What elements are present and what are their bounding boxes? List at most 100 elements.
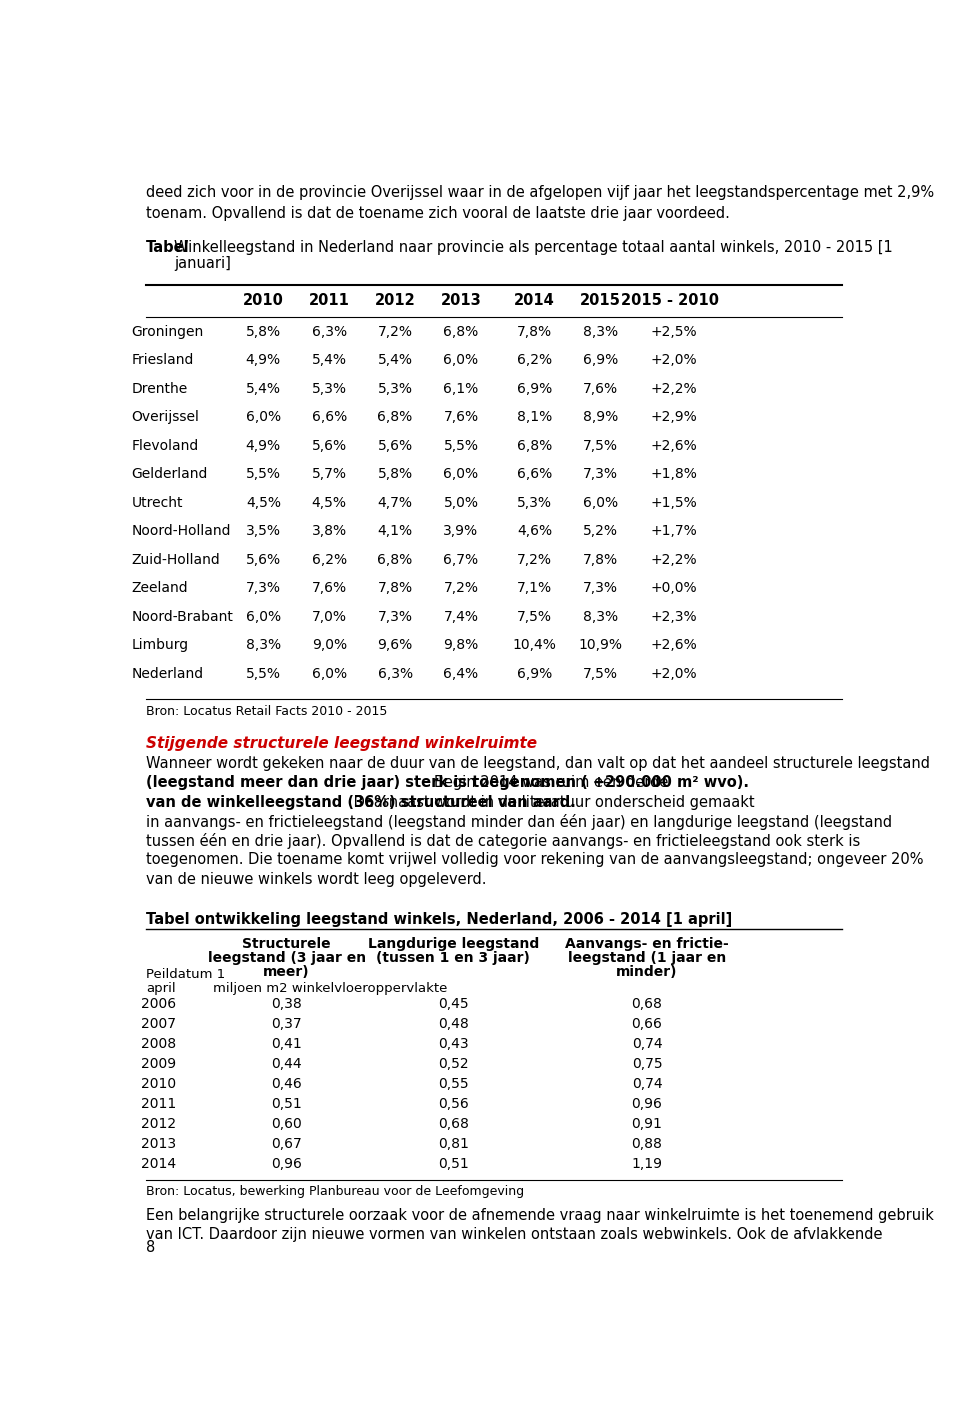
Text: 0,96: 0,96 [271, 1158, 302, 1172]
Text: 0,88: 0,88 [632, 1138, 662, 1151]
Text: 3,5%: 3,5% [246, 524, 281, 538]
Text: 0,43: 0,43 [438, 1037, 468, 1051]
Text: 7,0%: 7,0% [312, 609, 347, 624]
Text: Bron: Locatus, bewerking Planbureau voor de Leefomgeving: Bron: Locatus, bewerking Planbureau voor… [146, 1185, 524, 1198]
Text: 6,0%: 6,0% [444, 467, 479, 481]
Text: +2,2%: +2,2% [651, 382, 697, 396]
Text: +2,2%: +2,2% [651, 553, 697, 567]
Text: 10,4%: 10,4% [513, 638, 557, 652]
Text: Utrecht: Utrecht [132, 496, 183, 510]
Text: 6,3%: 6,3% [312, 325, 347, 339]
Text: 2006: 2006 [141, 997, 177, 1011]
Text: 5,7%: 5,7% [312, 467, 347, 481]
Text: 6,0%: 6,0% [444, 353, 479, 367]
Text: 0,67: 0,67 [272, 1138, 302, 1151]
Text: 2015: 2015 [580, 292, 621, 308]
Text: 2014: 2014 [515, 292, 555, 308]
Text: toenam. Opvallend is dat de toename zich vooral de laatste drie jaar voordeed.: toenam. Opvallend is dat de toename zich… [146, 206, 730, 221]
Text: tussen één en drie jaar). Opvallend is dat de categorie aanvangs- en frictieleeg: tussen één en drie jaar). Opvallend is d… [146, 833, 860, 849]
Text: 2011: 2011 [141, 1096, 177, 1111]
Text: Structurele: Structurele [242, 937, 331, 951]
Text: 6,0%: 6,0% [312, 666, 347, 681]
Text: 2014: 2014 [141, 1158, 177, 1172]
Text: Overijssel: Overijssel [132, 410, 200, 424]
Text: 5,6%: 5,6% [377, 439, 413, 453]
Text: +2,0%: +2,0% [651, 666, 697, 681]
Text: Tabel ontwikkeling leegstand winkels, Nederland, 2006 - 2014 [1 april]: Tabel ontwikkeling leegstand winkels, Ne… [146, 913, 732, 927]
Text: van ICT. Daardoor zijn nieuwe vormen van winkelen ontstaan zoals webwinkels. Ook: van ICT. Daardoor zijn nieuwe vormen van… [146, 1227, 882, 1242]
Text: 4,5%: 4,5% [246, 496, 281, 510]
Text: +1,5%: +1,5% [651, 496, 698, 510]
Text: meer): meer) [263, 964, 310, 978]
Text: +0,0%: +0,0% [651, 581, 697, 595]
Text: 5,3%: 5,3% [377, 382, 413, 396]
Text: Peildatum 1: Peildatum 1 [146, 968, 226, 981]
Text: 5,3%: 5,3% [312, 382, 347, 396]
Text: Aanvangs- en frictie-: Aanvangs- en frictie- [565, 937, 729, 951]
Text: 7,3%: 7,3% [246, 581, 281, 595]
Text: 5,3%: 5,3% [517, 496, 552, 510]
Text: 7,3%: 7,3% [583, 467, 618, 481]
Text: 8: 8 [146, 1240, 156, 1255]
Text: minder): minder) [616, 964, 678, 978]
Text: april: april [146, 981, 176, 995]
Text: Tabel: Tabel [146, 241, 190, 255]
Text: Stijgende structurele leegstand winkelruimte: Stijgende structurele leegstand winkelru… [146, 736, 538, 750]
Text: 7,2%: 7,2% [444, 581, 478, 595]
Text: 6,4%: 6,4% [444, 666, 479, 681]
Text: 0,37: 0,37 [272, 1017, 302, 1031]
Text: Winkelleegstand in Nederland naar provincie als percentage totaal aantal winkels: Winkelleegstand in Nederland naar provin… [175, 241, 893, 255]
Text: 0,55: 0,55 [438, 1077, 468, 1091]
Text: Bron: Locatus Retail Facts 2010 - 2015: Bron: Locatus Retail Facts 2010 - 2015 [146, 705, 388, 718]
Text: Daarnaast wordt in de literatuur onderscheid gemaakt: Daarnaast wordt in de literatuur ondersc… [348, 795, 755, 810]
Text: 6,2%: 6,2% [517, 353, 552, 367]
Text: 7,6%: 7,6% [583, 382, 618, 396]
Text: 0,96: 0,96 [632, 1096, 662, 1111]
Text: 0,66: 0,66 [632, 1017, 662, 1031]
Text: 4,1%: 4,1% [377, 524, 413, 538]
Text: 8,3%: 8,3% [583, 609, 618, 624]
Text: 6,8%: 6,8% [377, 553, 413, 567]
Text: 0,74: 0,74 [632, 1077, 662, 1091]
Text: 10,9%: 10,9% [579, 638, 622, 652]
Text: 6,8%: 6,8% [377, 410, 413, 424]
Text: 0,60: 0,60 [272, 1118, 302, 1131]
Text: 5,6%: 5,6% [312, 439, 347, 453]
Text: 7,8%: 7,8% [517, 325, 552, 339]
Text: 0,41: 0,41 [272, 1037, 302, 1051]
Text: toegenomen. Die toename komt vrijwel volledig voor rekening van de aanvangsleegs: toegenomen. Die toename komt vrijwel vol… [146, 853, 924, 867]
Text: 2012: 2012 [141, 1118, 177, 1131]
Text: 8,9%: 8,9% [583, 410, 618, 424]
Text: 7,3%: 7,3% [583, 581, 618, 595]
Text: 0,74: 0,74 [632, 1037, 662, 1051]
Text: +1,7%: +1,7% [651, 524, 698, 538]
Text: 0,68: 0,68 [632, 997, 662, 1011]
Text: 7,6%: 7,6% [312, 581, 347, 595]
Text: 6,6%: 6,6% [312, 410, 347, 424]
Text: Groningen: Groningen [132, 325, 204, 339]
Text: Friesland: Friesland [132, 353, 194, 367]
Text: 0,38: 0,38 [272, 997, 302, 1011]
Text: Langdurige leegstand: Langdurige leegstand [368, 937, 539, 951]
Text: 6,3%: 6,3% [377, 666, 413, 681]
Text: 2012: 2012 [374, 292, 416, 308]
Text: (leegstand meer dan drie jaar) sterk is toegenomen ( +290.000 m² wvo).: (leegstand meer dan drie jaar) sterk is … [146, 775, 755, 790]
Text: 5,5%: 5,5% [444, 439, 478, 453]
Text: 7,8%: 7,8% [377, 581, 413, 595]
Text: 4,6%: 4,6% [517, 524, 552, 538]
Text: 0,48: 0,48 [438, 1017, 468, 1031]
Text: +2,6%: +2,6% [651, 638, 698, 652]
Text: 0,51: 0,51 [272, 1096, 302, 1111]
Text: +1,8%: +1,8% [651, 467, 698, 481]
Text: 7,8%: 7,8% [583, 553, 618, 567]
Text: 1,19: 1,19 [632, 1158, 662, 1172]
Text: +2,9%: +2,9% [651, 410, 698, 424]
Text: 9,6%: 9,6% [377, 638, 413, 652]
Text: Zeeland: Zeeland [132, 581, 188, 595]
Text: 2015 - 2010: 2015 - 2010 [621, 292, 719, 308]
Text: 6,8%: 6,8% [444, 325, 479, 339]
Text: 7,6%: 7,6% [444, 410, 479, 424]
Text: van de nieuwe winkels wordt leeg opgeleverd.: van de nieuwe winkels wordt leeg opgelev… [146, 871, 487, 887]
Text: 0,81: 0,81 [438, 1138, 468, 1151]
Text: 3,8%: 3,8% [312, 524, 347, 538]
